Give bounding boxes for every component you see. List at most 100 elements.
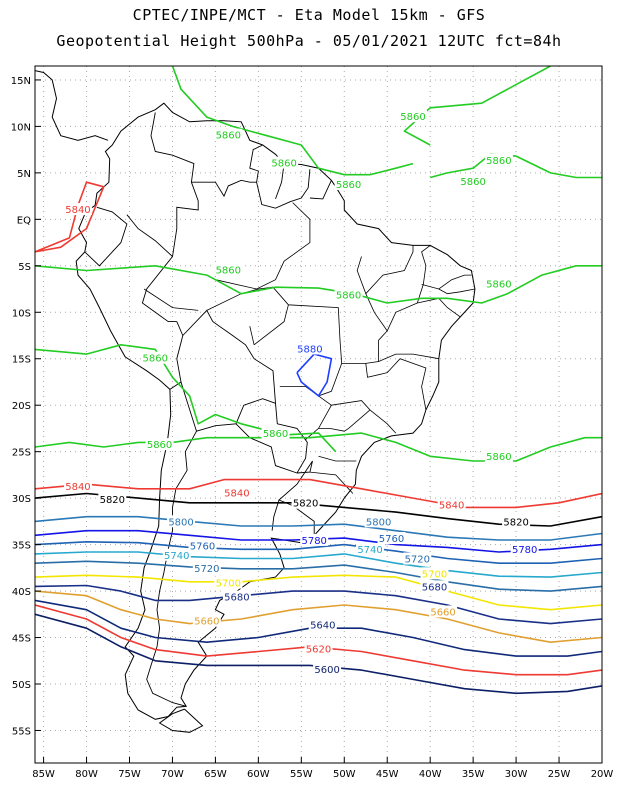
contour-label: 5660 — [194, 617, 219, 628]
state-border — [143, 288, 199, 311]
map-frame — [34, 65, 603, 764]
contour-label-bg — [63, 203, 92, 216]
contour-label-bg — [145, 438, 174, 451]
lat-tick-label: 15S — [12, 355, 31, 366]
lon-tick-label: 70W — [161, 769, 184, 780]
state-border — [318, 409, 371, 432]
contour-label: 5860 — [263, 429, 288, 440]
contour-label: 5700 — [216, 579, 241, 590]
country-border — [309, 180, 332, 200]
contour-label-bg — [192, 561, 221, 574]
contour-label-bg — [162, 548, 191, 561]
contour-label: 5840 — [65, 482, 90, 493]
contour-label-bg — [214, 263, 243, 276]
contour-label: 5820 — [100, 495, 125, 506]
contour-5880 — [296, 353, 333, 397]
contour-label: 5860 — [400, 112, 425, 123]
lon-tick-label: 35W — [462, 769, 485, 780]
contour-label: 5720 — [194, 564, 219, 575]
lon-tick-label: 80W — [75, 769, 98, 780]
lon-tick-label: 30W — [505, 769, 528, 780]
state-border — [249, 326, 255, 345]
contour-5660 — [35, 590, 602, 643]
lat-tick-label: 15N — [11, 76, 31, 87]
contour-label-bg — [308, 618, 337, 631]
state-border — [421, 274, 472, 290]
contour-label: 5840 — [224, 488, 249, 499]
contour-label: 5880 — [297, 344, 322, 355]
contour-label-bg — [437, 498, 466, 511]
lat-tick-label: 10S — [12, 308, 31, 319]
contour-5860 — [35, 432, 602, 462]
contour-label: 5780 — [512, 545, 537, 556]
state-border — [438, 288, 475, 295]
contour-label-bg — [192, 614, 221, 627]
contour-label: 5680 — [224, 593, 249, 604]
contour-label: 5860 — [486, 279, 511, 290]
country-border — [150, 112, 199, 257]
contour-label-bg — [214, 576, 243, 589]
contour-5860 — [171, 66, 370, 176]
axis-ticks: 15N 10N 5N EQ 5S 10S 15S 20S 25S 30S 35S 40S 45S 50S 5… — [11, 76, 614, 780]
contour-5860 — [369, 162, 414, 176]
contour-label-bg — [356, 543, 385, 556]
country-border — [146, 430, 197, 707]
state-border — [318, 455, 357, 462]
contour-label-bg — [270, 156, 299, 169]
tierra-del-fuego-coastline — [158, 708, 204, 733]
coastlines — [35, 70, 476, 733]
lat-tick-label: 20S — [12, 401, 31, 412]
contour-label-bg — [261, 427, 290, 440]
contour-label-bg — [304, 642, 333, 655]
contour-label-bg — [420, 580, 449, 593]
contour-label: 5860 — [336, 291, 361, 302]
contour-label: 5720 — [405, 554, 430, 565]
contour-lines — [35, 66, 602, 695]
contour-label-bg — [141, 351, 170, 364]
contour-label-bg — [484, 277, 513, 290]
country-border — [249, 144, 311, 209]
contour-label-bg — [188, 539, 217, 552]
lat-tick-label: 45S — [12, 634, 31, 645]
country-border — [169, 321, 184, 390]
contour-label-bg — [167, 515, 196, 528]
contour-label-bg — [313, 663, 342, 676]
country-border — [126, 214, 177, 323]
contour-label-bg — [98, 492, 127, 505]
contour-5860 — [35, 265, 602, 304]
lat-tick-label: 5N — [17, 169, 31, 180]
lat-tick-label: 25S — [12, 448, 31, 459]
country-border — [84, 206, 128, 267]
contour-label-bg — [403, 552, 432, 565]
contour-label-bg — [502, 515, 531, 528]
contour-5740 — [35, 551, 602, 578]
contour-label: 5660 — [430, 607, 455, 618]
contour-label: 5820 — [293, 499, 318, 510]
lon-tick-label: 55W — [290, 769, 313, 780]
contour-5800 — [35, 515, 602, 541]
lat-tick-label: 5S — [18, 262, 31, 273]
contour-label: 5860 — [486, 452, 511, 463]
lat-tick-label: 10N — [11, 122, 31, 133]
contour-label-bg — [291, 496, 320, 509]
state-border — [365, 358, 427, 410]
lon-tick-label: 65W — [204, 769, 227, 780]
lon-tick-label: 25W — [548, 769, 571, 780]
contour-5680 — [35, 584, 602, 625]
lon-tick-label: 75W — [118, 769, 141, 780]
contour-5720 — [35, 560, 602, 592]
contour-label-bg — [484, 450, 513, 463]
lat-tick-label: 40S — [12, 587, 31, 598]
contour-label: 5620 — [306, 645, 331, 656]
contour-label: 5860 — [143, 354, 168, 365]
gridlines — [35, 66, 603, 763]
contour-label: 5840 — [439, 501, 464, 512]
lon-tick-label: 20W — [591, 769, 614, 780]
contour-label: 5860 — [336, 180, 361, 191]
lat-tick-label: 55S — [12, 726, 31, 737]
contour-label-bg — [222, 590, 251, 603]
state-border — [253, 304, 289, 346]
contour-label: 5740 — [357, 545, 382, 556]
lat-tick-label: 50S — [12, 680, 31, 691]
